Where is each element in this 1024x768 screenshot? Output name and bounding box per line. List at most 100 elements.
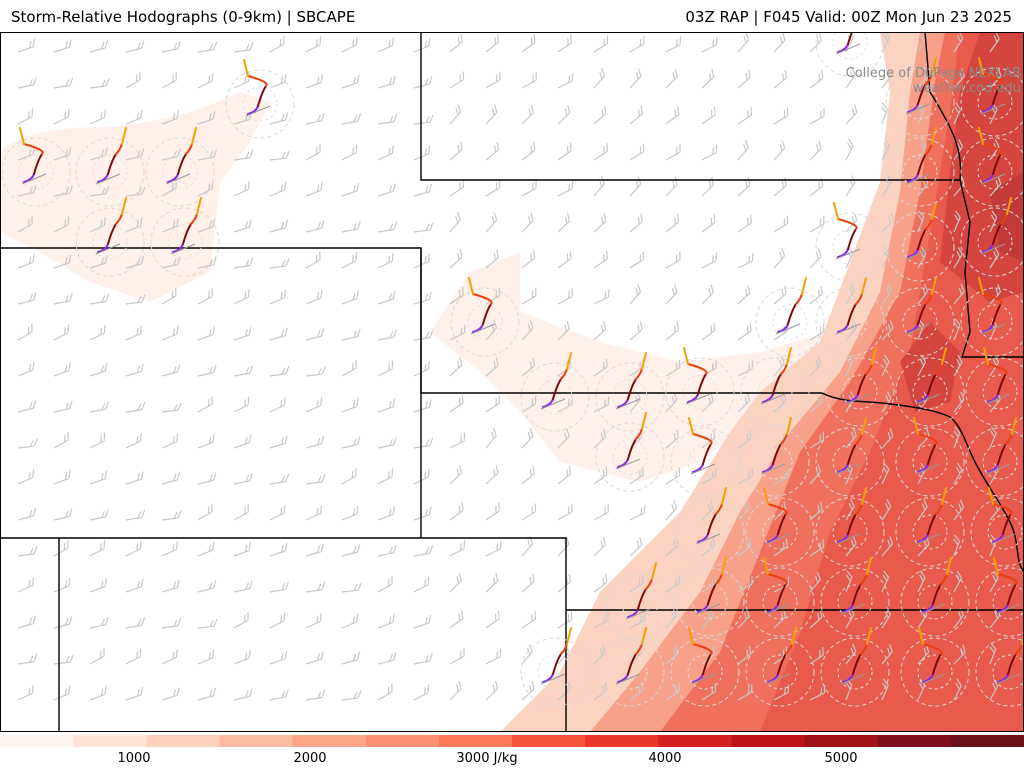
wind-barb <box>881 607 892 629</box>
wind-barb <box>125 686 144 701</box>
wind-barb <box>629 284 642 305</box>
wind-barb <box>125 579 144 593</box>
wind-barb <box>197 218 216 233</box>
wind-barb <box>701 575 717 593</box>
wind-barb <box>917 210 925 233</box>
hodograph <box>745 557 815 637</box>
wind-barb <box>161 364 181 377</box>
wind-barb <box>53 616 73 629</box>
wind-barb <box>341 360 357 377</box>
hodograph <box>895 347 965 427</box>
wind-barb <box>629 68 642 89</box>
wind-barb <box>449 432 466 449</box>
wind-barb <box>485 395 501 413</box>
wind-barb <box>737 468 753 485</box>
wind-barb <box>53 147 72 161</box>
wind-barb <box>809 393 823 413</box>
wind-barb <box>269 366 290 377</box>
wind-barb <box>809 684 826 701</box>
wind-barb <box>161 579 180 593</box>
wind-barb <box>413 183 433 197</box>
cape-shading <box>0 32 1024 732</box>
wind-barb <box>521 142 536 161</box>
wind-barb <box>197 472 217 485</box>
colorbar-swatch <box>585 735 659 747</box>
wind-barb <box>737 32 750 53</box>
wind-barb <box>161 649 178 665</box>
wind-barb <box>269 543 288 557</box>
wind-barb <box>557 212 571 233</box>
wind-barb <box>809 609 823 629</box>
wind-barb <box>521 104 534 125</box>
wind-barb <box>593 504 609 521</box>
wind-barb <box>593 682 608 701</box>
wind-barb <box>89 186 110 197</box>
wind-barb <box>809 108 825 125</box>
wind-barb <box>161 433 179 449</box>
wind-barb <box>665 144 681 161</box>
wind-barb <box>125 363 144 377</box>
wind-barb <box>953 246 963 269</box>
wind-barb <box>377 114 398 125</box>
wind-barb <box>161 510 182 521</box>
wind-barb <box>269 435 288 449</box>
wind-barb <box>521 180 537 197</box>
wind-barb <box>233 650 251 665</box>
wind-barb <box>557 320 570 341</box>
hodograph <box>755 277 825 357</box>
credit-line-2: weather.cod.edu <box>912 81 1021 96</box>
wind-barb <box>53 539 69 557</box>
wind-barb <box>197 364 217 377</box>
colorbar-swatch <box>512 735 586 747</box>
wind-barb <box>881 320 894 341</box>
hodograph <box>900 627 970 707</box>
wind-barb <box>89 255 108 269</box>
wind-barb <box>233 542 251 557</box>
wind-barb <box>917 67 929 89</box>
wind-barb <box>197 326 215 341</box>
wind-barb <box>413 576 430 593</box>
colorbar-labels: 1000 2000 3000 J/kg 4000 5000 <box>0 744 1024 768</box>
wind-barb <box>413 653 433 665</box>
colorbar-label-5000: 5000 <box>824 751 858 766</box>
wind-barb <box>269 473 290 485</box>
hodograph <box>825 347 895 427</box>
wind-barb <box>305 251 321 269</box>
wind-barb <box>17 38 36 53</box>
wind-barb <box>377 506 395 521</box>
wind-barb <box>161 687 180 701</box>
wind-barb <box>197 618 218 629</box>
wind-barb <box>341 651 361 665</box>
wind-barb <box>845 104 858 125</box>
wind-barb <box>53 654 74 665</box>
wind-barb <box>233 288 250 305</box>
wind-barb <box>17 108 33 125</box>
wind-barb <box>161 218 179 233</box>
wind-barb <box>773 177 787 197</box>
wind-barb <box>989 247 1000 269</box>
wind-barb <box>233 580 253 593</box>
wind-barb <box>125 148 145 161</box>
wind-barb <box>413 76 433 89</box>
cape-colorbar <box>0 732 1024 747</box>
wind-barb <box>125 402 146 413</box>
wind-barb <box>593 175 605 197</box>
wind-barb <box>125 325 143 341</box>
wind-barb <box>125 40 145 53</box>
wind-barb <box>449 502 464 521</box>
wind-barb <box>881 138 891 161</box>
hodograph <box>665 347 735 427</box>
hodograph <box>815 487 885 567</box>
wind-barb <box>521 250 536 269</box>
wind-barb <box>377 183 396 197</box>
wind-barb <box>269 504 286 521</box>
wind-barb <box>629 105 644 125</box>
wind-barb <box>845 138 854 161</box>
wind-barb <box>17 507 37 521</box>
wind-barb <box>521 72 537 89</box>
wind-barb <box>341 690 362 701</box>
wind-barb <box>665 575 681 593</box>
wind-barb <box>413 507 432 521</box>
wind-barb <box>413 222 434 233</box>
wind-barb <box>413 291 432 305</box>
